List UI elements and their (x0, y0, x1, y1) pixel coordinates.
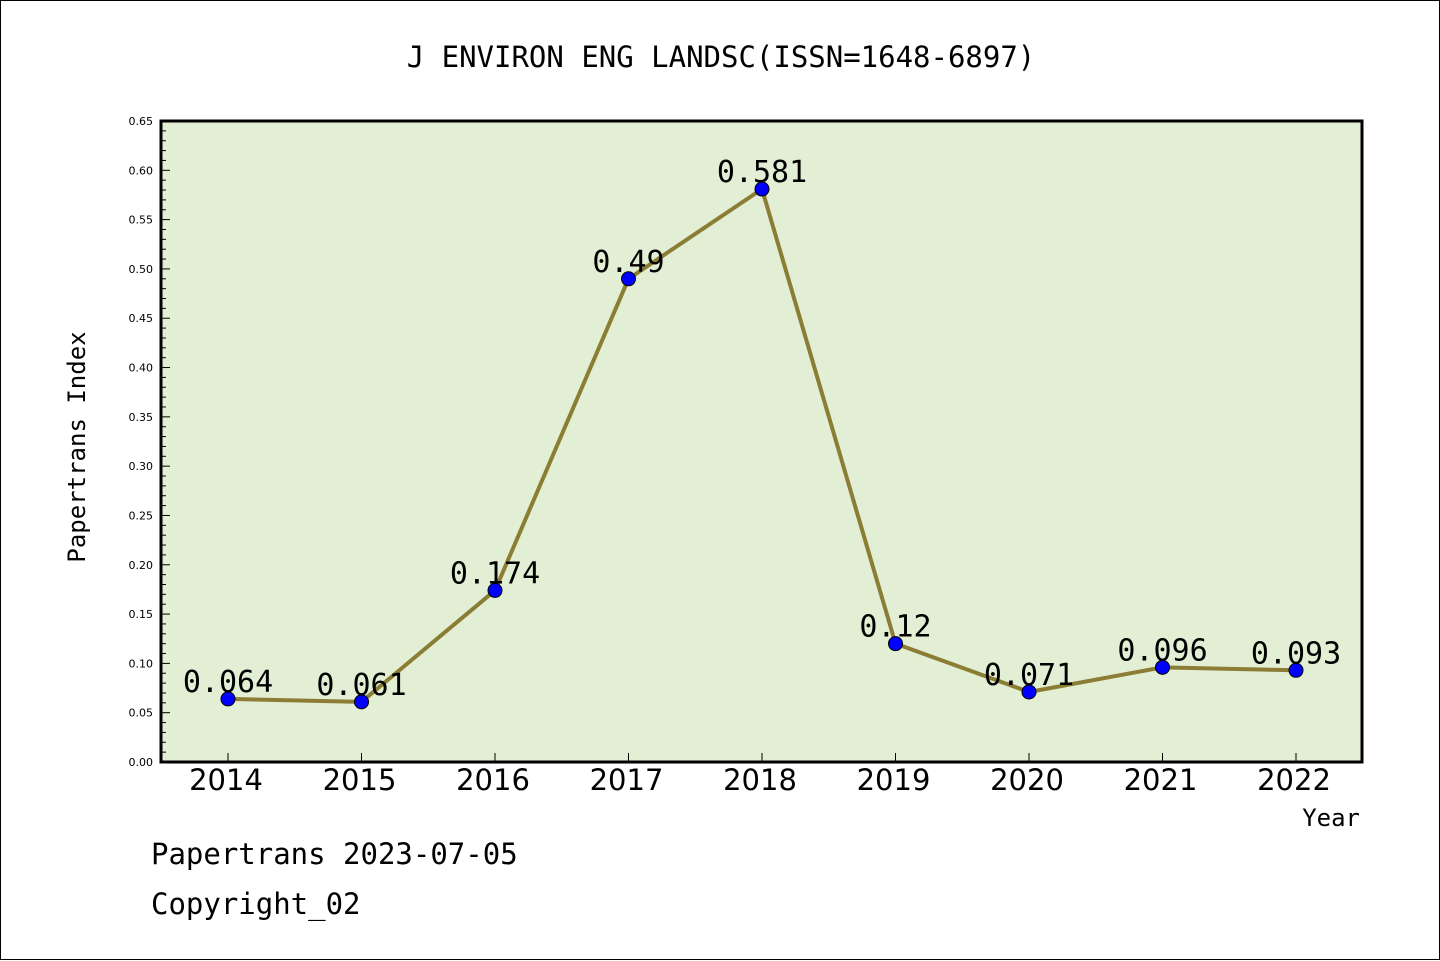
data-labels: 0.064 0.061 0.174 0.49 0.581 0.12 0.071 0.096 0.… (183, 155, 1341, 703)
y-tick-label: 0.40 (129, 362, 154, 375)
data-label: 0.174 (450, 556, 540, 591)
x-tick-label: 2020 (990, 763, 1064, 797)
y-tick-label: 0.00 (129, 756, 154, 769)
data-label: 0.071 (984, 658, 1074, 693)
x-tick-label: 2021 (1124, 763, 1198, 797)
data-label: 0.096 (1117, 633, 1207, 668)
y-tick-label: 0.15 (129, 608, 154, 621)
data-point (621, 271, 636, 287)
data-point (1021, 684, 1037, 700)
y-tick-label: 0.25 (129, 509, 154, 522)
data-point (754, 181, 770, 197)
y-tick-label: 0.55 (129, 214, 154, 227)
y-tick-label: 0.20 (129, 559, 154, 572)
x-tick-label: 2018 (723, 763, 797, 797)
y-tick-label: 0.35 (129, 411, 154, 424)
x-tick-label: 2017 (590, 763, 664, 797)
x-tick-label: 2015 (323, 763, 397, 797)
x-axis-label: Year (1302, 804, 1360, 832)
x-tick-label: 2022 (1257, 763, 1331, 797)
y-tick-label: 0.60 (129, 164, 154, 177)
y-tick-label: 0.65 (129, 115, 154, 128)
y-tick-label: 0.45 (129, 312, 154, 325)
y-axis-label: Papertrans Index (63, 331, 91, 562)
y-tick-label: 0.10 (129, 657, 154, 670)
data-label: 0.581 (717, 155, 807, 190)
footer-copyright: Copyright_02 (151, 887, 361, 921)
footer-date: Papertrans 2023-07-05 (151, 837, 518, 871)
x-tick-label: 2019 (857, 763, 931, 797)
x-tick-label: 2016 (456, 763, 530, 797)
data-label: 0.064 (183, 665, 273, 700)
y-tick-label: 0.50 (129, 263, 154, 276)
chart-title: J ENVIRON ENG LANDSC(ISSN=1648-6897) (407, 40, 1036, 74)
y-axis: 0.00 0.05 0.10 0.15 0.20 0.25 0.30 0.35 0.40 0.45… (129, 115, 170, 769)
x-tick-label: 2014 (189, 763, 263, 797)
data-label: 0.061 (316, 668, 406, 703)
data-label: 0.49 (592, 245, 664, 280)
x-axis: 2014 2015 2016 2017 2018 2019 2020 2021 2022 (189, 753, 1331, 797)
data-point (220, 691, 236, 707)
plot-area (159, 119, 1364, 764)
data-point (487, 582, 503, 598)
data-point (1288, 662, 1304, 678)
y-tick-label: 0.05 (129, 707, 154, 720)
data-point (1155, 659, 1170, 675)
data-point (354, 694, 369, 710)
data-label: 0.12 (859, 610, 931, 645)
data-markers (220, 181, 1304, 710)
y-tick-label: 0.30 (129, 460, 154, 473)
data-point (888, 636, 903, 652)
data-label: 0.093 (1251, 636, 1341, 671)
